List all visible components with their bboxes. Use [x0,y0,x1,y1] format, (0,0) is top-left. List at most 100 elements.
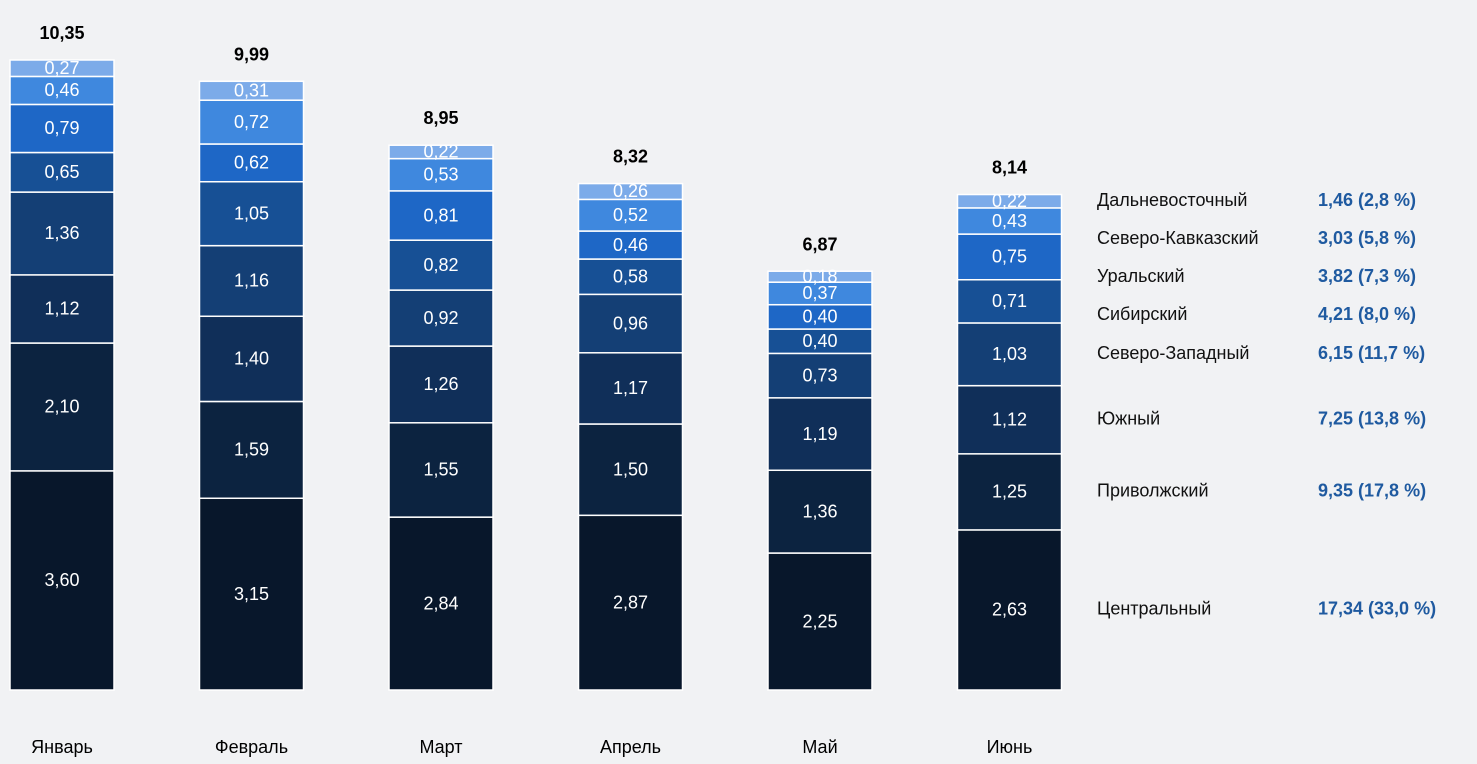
x-tick-label: Январь [31,737,93,757]
bar-segment [198,80,305,101]
data-label: 0,75 [992,247,1027,267]
data-label: 0,26 [613,181,648,201]
legend-summary: 17,34 (33,0 %) [1318,599,1436,619]
legend-label: Южный [1097,408,1160,428]
bar-segment [577,352,684,425]
data-label: 0,72 [234,112,269,132]
data-label: 1,59 [234,440,269,460]
data-label: 0,37 [802,283,837,303]
total-label: 8,32 [613,146,648,166]
legend-summary: 1,46 (2,8 %) [1318,190,1416,210]
data-label: 2,84 [423,593,458,613]
bar-segment [198,143,305,183]
x-tick-label: Июнь [987,737,1033,757]
data-label: 1,36 [44,223,79,243]
bar-segment [767,352,873,399]
x-tick-label: Февраль [215,737,288,757]
bar-segment [198,244,305,318]
total-label: 6,87 [802,235,837,255]
bar-segment [767,552,873,691]
data-label: 1,05 [234,203,269,223]
bar-segment [767,270,873,283]
bar-segment [577,423,684,517]
bar-segment [767,469,873,554]
data-label: 3,60 [44,570,79,590]
data-label: 0,65 [44,162,79,182]
data-label: 1,55 [423,460,458,480]
data-label: 1,26 [423,374,458,394]
data-label: 0,31 [234,80,269,100]
data-label: 2,10 [44,397,79,417]
legend-label: Уральский [1097,266,1185,286]
bar-segment [956,207,1063,235]
legend-label: Северо-Западный [1097,343,1249,363]
data-label: 0,18 [802,266,837,286]
data-label: 0,43 [992,211,1027,231]
bar-segment [198,497,305,691]
bar-segment [9,191,115,276]
bar-segment [388,345,494,424]
legend-summary: 7,25 (13,8 %) [1318,408,1426,428]
total-label: 10,35 [39,23,84,43]
bar-segment [388,144,494,160]
bar-segment [9,75,115,106]
legend-summary: 3,03 (5,8 %) [1318,228,1416,248]
data-label: 0,22 [423,142,458,162]
data-label: 0,92 [423,308,458,328]
data-label: 2,87 [613,592,648,612]
total-label: 8,14 [992,157,1027,177]
legend-summary: 4,21 (8,0 %) [1318,304,1416,324]
x-tick-label: Апрель [600,737,661,757]
data-label: 1,40 [234,349,269,369]
legend-label: Дальневосточный [1097,190,1247,210]
data-label: 0,46 [613,235,648,255]
bar-segment [388,516,494,691]
bar-segment [956,233,1063,281]
data-label: 1,36 [802,501,837,521]
data-label: 1,50 [613,459,648,479]
data-label: 1,25 [992,482,1027,502]
x-tick-label: Март [419,737,462,757]
bar-segment [198,400,305,500]
bar-segment [198,99,305,145]
bar-segment [956,453,1063,531]
data-label: 1,17 [613,378,648,398]
data-label: 0,40 [802,307,837,327]
bar-segment [577,258,684,296]
bar-segment [956,384,1063,455]
bar-segment [9,274,115,344]
legend-summary: 3,82 (7,3 %) [1318,266,1416,286]
data-label: 1,19 [802,424,837,444]
data-label: 0,40 [802,331,837,351]
bar-segment [577,182,684,201]
bar-segment [388,422,494,518]
bar-segment [767,397,873,472]
bar-segment [198,315,305,403]
data-label: 0,58 [613,266,648,286]
bar-segment [9,470,115,691]
bar-segment [577,514,684,691]
x-tick-label: Май [802,737,837,757]
total-label: 8,95 [423,108,458,128]
bar-segment [9,59,115,78]
bar-segment [388,289,494,347]
data-label: 1,12 [44,299,79,319]
data-label: 1,12 [992,409,1027,429]
data-label: 2,63 [992,600,1027,620]
bar-segment [388,157,494,192]
legend-summary: 9,35 (17,8 %) [1318,481,1426,501]
data-label: 1,16 [234,271,269,291]
legend-label: Сибирский [1097,304,1187,324]
data-label: 0,22 [992,191,1027,211]
data-label: 0,52 [613,205,648,225]
bar-segment [767,303,873,330]
legend-summary: 6,15 (11,7 %) [1318,343,1425,363]
bar-segment [388,190,494,241]
data-label: 0,81 [423,205,458,225]
data-label: 0,46 [44,80,79,100]
bar-segment [956,322,1063,387]
data-label: 0,62 [234,153,269,173]
bar-segment [956,529,1063,691]
legend-label: Приволжский [1097,481,1209,501]
